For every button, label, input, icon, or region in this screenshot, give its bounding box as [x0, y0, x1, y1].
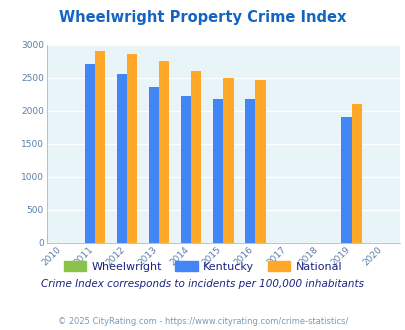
Bar	[245, 99, 255, 243]
Bar	[95, 51, 105, 243]
Text: © 2025 CityRating.com - https://www.cityrating.com/crime-statistics/: © 2025 CityRating.com - https://www.city…	[58, 317, 347, 326]
Bar	[159, 61, 169, 243]
Bar	[213, 99, 223, 243]
Text: Wheelwright Property Crime Index: Wheelwright Property Crime Index	[59, 10, 346, 25]
Bar	[255, 80, 265, 243]
Bar	[181, 96, 191, 243]
Bar	[84, 64, 95, 243]
Bar	[191, 71, 201, 243]
Text: Crime Index corresponds to incidents per 100,000 inhabitants: Crime Index corresponds to incidents per…	[41, 279, 364, 289]
Bar	[127, 54, 137, 243]
Bar	[116, 74, 127, 243]
Bar	[341, 117, 351, 243]
Legend: Wheelwright, Kentucky, National: Wheelwright, Kentucky, National	[60, 258, 345, 276]
Bar	[149, 87, 159, 243]
Bar	[223, 78, 233, 243]
Bar	[351, 104, 361, 243]
